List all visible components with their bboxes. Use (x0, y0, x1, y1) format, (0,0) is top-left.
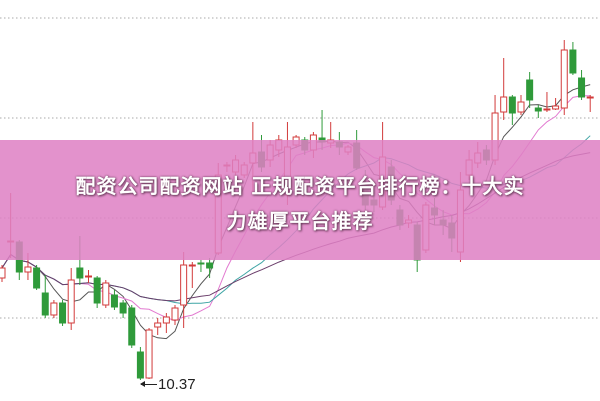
candle-body (110, 294, 118, 308)
candle (569, 42, 577, 75)
candle (188, 262, 196, 288)
candle (526, 72, 534, 108)
candle-body (59, 302, 67, 324)
candle (41, 275, 49, 318)
candle-body (85, 275, 92, 278)
candle (534, 105, 542, 118)
candle-body (197, 262, 205, 265)
candle (93, 276, 101, 308)
candle (136, 347, 144, 380)
candle-body (136, 351, 144, 379)
candle-body (188, 264, 196, 267)
candle-body (145, 329, 153, 379)
candle (543, 92, 551, 112)
candle-body (24, 266, 32, 273)
candle (517, 95, 525, 115)
candle (162, 313, 170, 333)
low-marker-arrow-icon (140, 381, 157, 387)
candle-body (67, 279, 75, 324)
candle-body (526, 79, 534, 101)
title-line-1: 配资公司配资网站 正规配资平台排行榜：十大实 (75, 174, 525, 198)
candle (119, 300, 127, 318)
candle-body (586, 96, 594, 99)
candle-body (33, 267, 41, 289)
candle-body (128, 307, 136, 346)
candle-body (180, 264, 188, 306)
candle (180, 252, 188, 328)
candle-body (560, 49, 568, 109)
title-line-2: 力雄厚平台推荐 (226, 209, 374, 233)
candle (206, 258, 214, 278)
candle-body (119, 302, 127, 314)
candle (59, 300, 67, 326)
candle (586, 95, 594, 112)
candle (578, 70, 586, 100)
candle (171, 305, 179, 325)
candle (145, 328, 153, 379)
candle-body (102, 282, 110, 306)
candle (128, 305, 136, 348)
candle-body (578, 77, 586, 98)
candle-body (500, 96, 508, 113)
candle-body (93, 277, 101, 304)
candle-body (41, 292, 49, 316)
candle (85, 270, 92, 283)
candle-body (206, 262, 214, 269)
candle-body (0, 267, 6, 279)
low-marker-label: 10.37 (158, 376, 196, 393)
candle-body (162, 316, 170, 324)
candle-body (543, 108, 551, 111)
candle-body (534, 107, 542, 112)
candle (110, 290, 118, 310)
candle (33, 265, 41, 290)
candle (154, 318, 162, 335)
candle-body (154, 322, 162, 328)
title-banner (0, 140, 600, 260)
candle (102, 280, 110, 308)
candle (67, 268, 75, 330)
candle-body (50, 302, 58, 316)
candle (552, 98, 560, 110)
candle-body (171, 307, 179, 321)
candle-body (517, 101, 525, 113)
candle-body (508, 96, 516, 114)
candle-body (76, 267, 84, 279)
candle-body (569, 49, 577, 74)
candle (0, 265, 6, 282)
candle (560, 40, 568, 115)
candle (508, 95, 516, 125)
candle (197, 260, 205, 272)
candle-body (552, 105, 560, 110)
candle (500, 58, 508, 120)
candle (50, 300, 58, 318)
